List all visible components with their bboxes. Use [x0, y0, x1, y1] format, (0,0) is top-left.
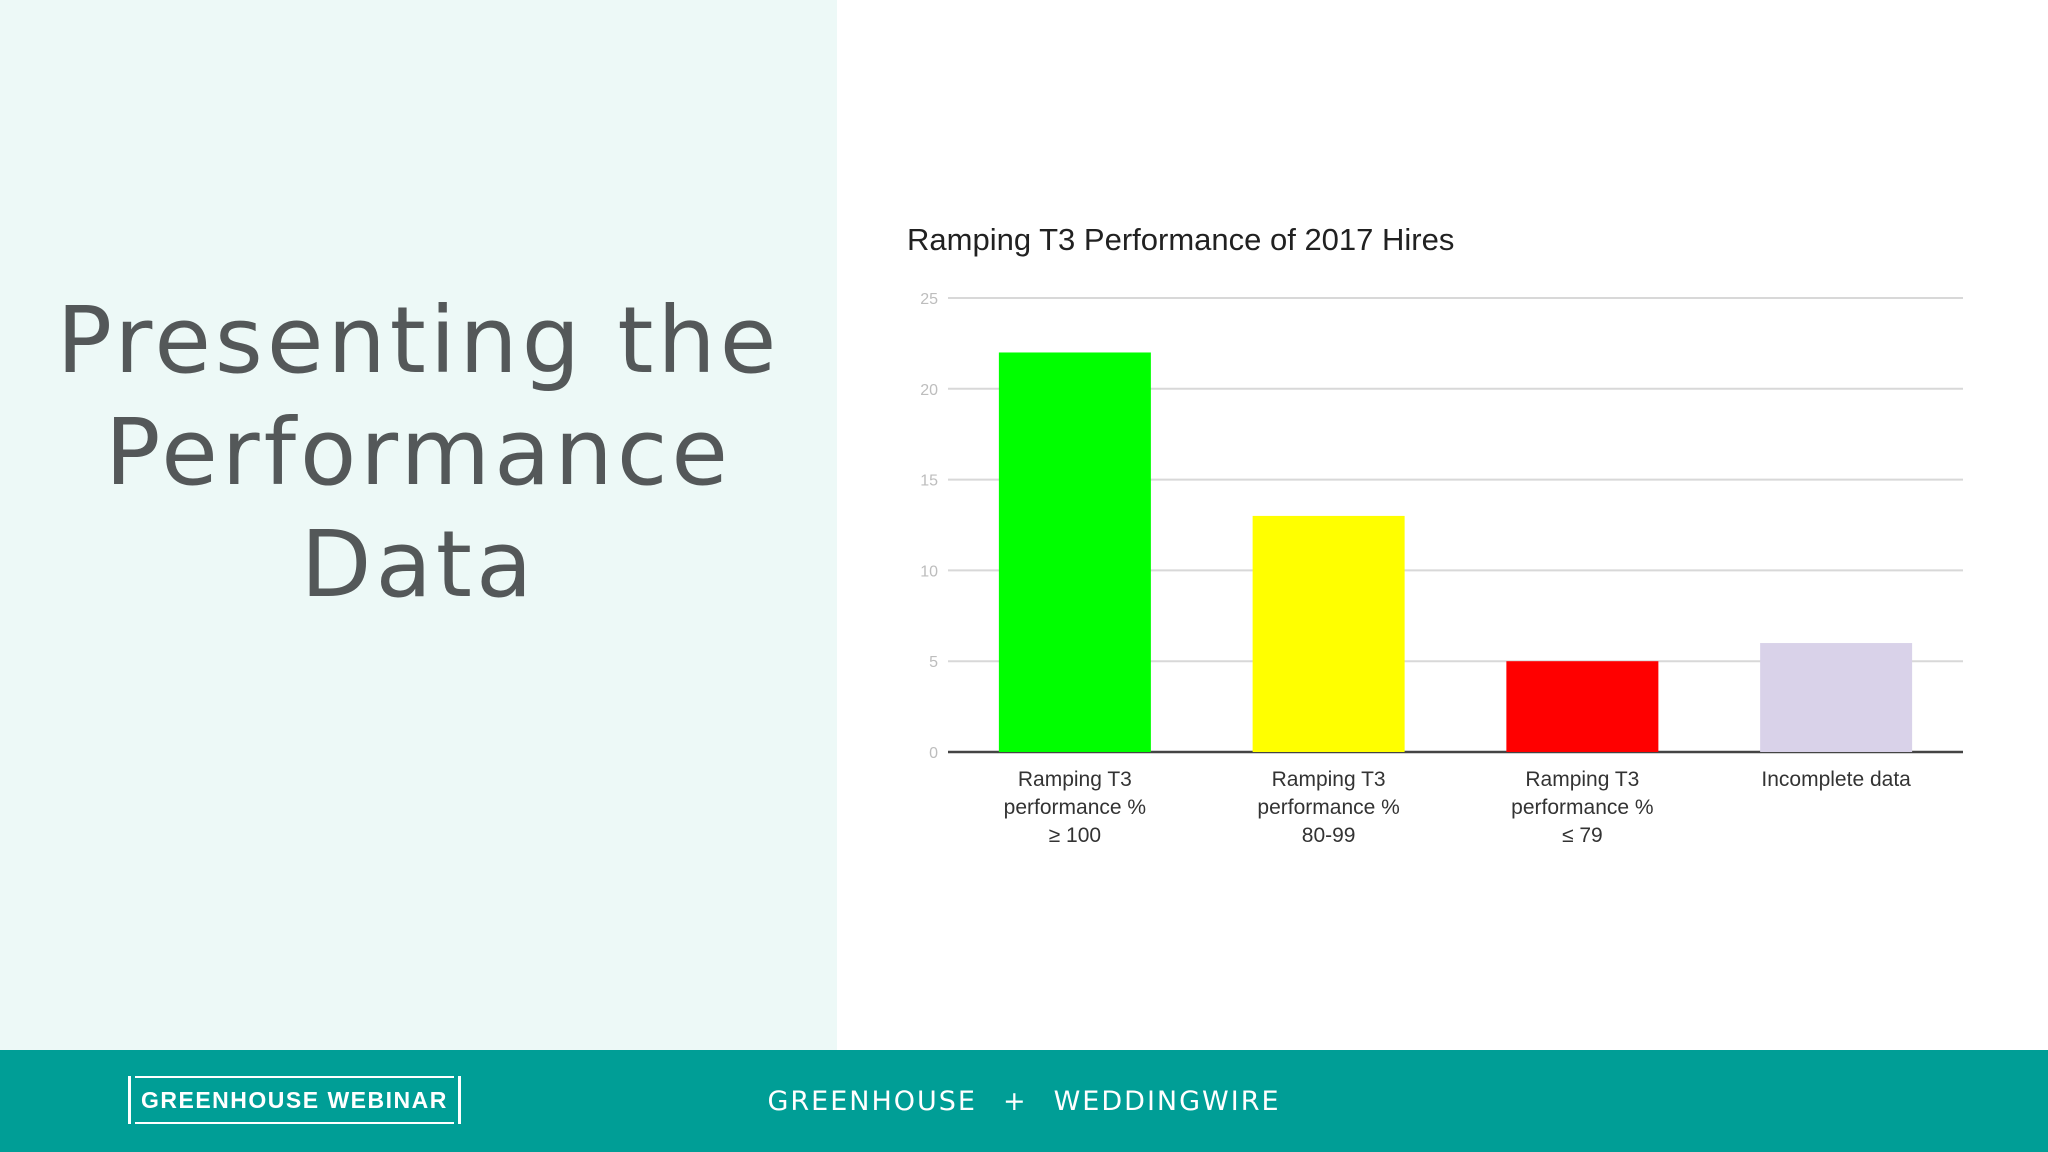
left-panel: Presenting the Performance Data — [0, 0, 837, 1050]
bar — [1760, 643, 1913, 752]
x-tick-label: Ramping T3 performance % ≤ 79 — [1511, 768, 1653, 847]
bar-chart-svg: Ramping T3 Performance of 2017 Hires 0 5 10… — [907, 222, 1963, 847]
partner-greenhouse: GREENHOUSE — [767, 1086, 977, 1117]
y-tick-label: 5 — [929, 654, 938, 671]
bar — [998, 352, 1151, 752]
slide-title-line-3: Data — [300, 511, 537, 618]
partner-weddingwire: WEDDINGWIRE — [1053, 1086, 1281, 1117]
chart-title: Ramping T3 Performance of 2017 Hires — [907, 222, 1454, 257]
x-tick-label: Ramping T3 performance % 80-99 — [1257, 768, 1399, 847]
slide-title-line-2: Performance — [105, 399, 732, 506]
bar — [1252, 515, 1405, 752]
bar-chart: Ramping T3 Performance of 2017 Hires 0 5 10… — [880, 200, 2000, 880]
x-tick-label: Ramping T3 performance % ≥ 100 — [1004, 768, 1146, 847]
footer-partners: GREENHOUSE + WEDDINGWIRE — [0, 1086, 2048, 1117]
x-tick-label: Incomplete data — [1761, 768, 1911, 791]
y-tick-label: 20 — [920, 382, 938, 399]
plus-sign: + — [1002, 1086, 1028, 1117]
webinar-badge: GREENHOUSE WEBINAR — [128, 1076, 461, 1124]
y-tick-label: 15 — [920, 473, 938, 490]
bar — [1506, 661, 1659, 752]
y-tick-label: 0 — [929, 745, 938, 762]
slide-title: Presenting the Performance Data — [0, 285, 837, 621]
y-tick-label: 25 — [920, 291, 938, 308]
y-tick-label: 10 — [920, 563, 938, 580]
slide-title-line-1: Presenting the — [56, 287, 781, 394]
webinar-badge-text: GREENHOUSE WEBINAR — [141, 1086, 448, 1113]
footer: GREENHOUSE WEBINAR GREENHOUSE + WEDDINGWIR… — [0, 1050, 2048, 1152]
